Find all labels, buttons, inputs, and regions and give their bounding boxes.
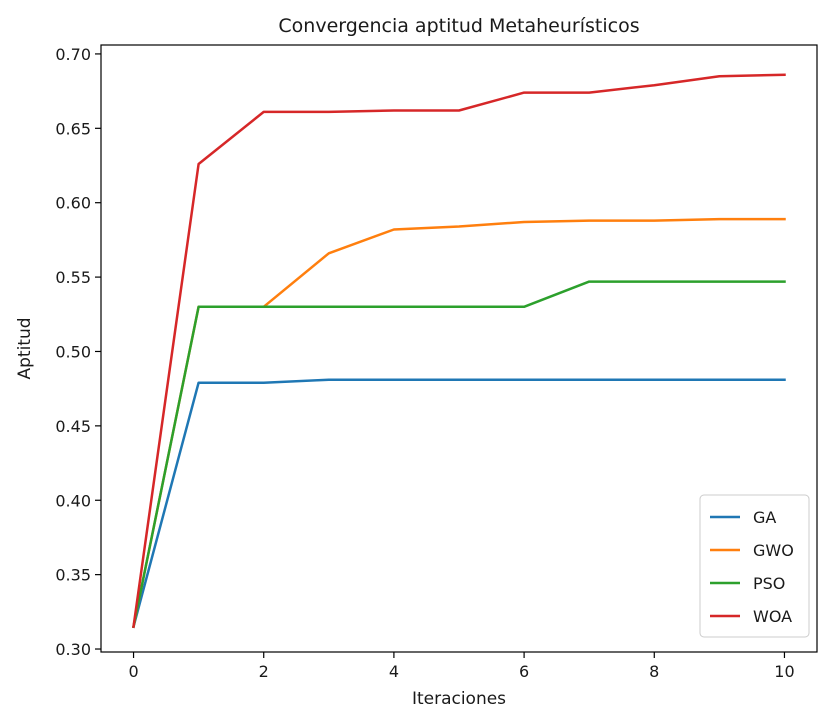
y-tick-label: 0.70: [55, 45, 91, 64]
x-axis-title: Iteraciones: [412, 689, 506, 709]
series-line-ga: [131, 378, 786, 629]
plot-frame: [100, 44, 818, 653]
y-tick-label: 0.35: [55, 566, 91, 585]
y-tick-label: 0.50: [55, 342, 91, 361]
y-axis-title: Aptitud: [15, 317, 35, 379]
x-tick-label: 4: [389, 662, 399, 681]
series-line-woa: [132, 73, 786, 629]
y-tick-label: 0.60: [55, 194, 91, 213]
y-tick-label: 0.30: [55, 640, 91, 659]
legend-label-pso: PSO: [753, 574, 785, 593]
legend: GA GWO PSO WOA: [699, 494, 810, 638]
legend-label-woa: WOA: [753, 607, 792, 626]
series-layer: [131, 73, 786, 629]
y-tick-label: 0.55: [55, 268, 91, 287]
x-tick-label: 8: [649, 662, 659, 681]
x-tick-label: 6: [519, 662, 529, 681]
x-tick-label: 2: [259, 662, 269, 681]
y-tick-label: 0.65: [55, 119, 91, 138]
legend-label-ga: GA: [753, 508, 776, 527]
legend-label-gwo: GWO: [753, 541, 794, 560]
y-tick-label: 0.40: [55, 491, 91, 510]
chart-title: Convergencia aptitud Metaheurísticos: [278, 15, 639, 37]
axes-layer: 0 2 4 6 8 10 0.30 0.35 0.40 0.45 0.50 0.55 0.60 0.65 0…: [55, 44, 818, 681]
legend-box: [699, 494, 810, 638]
y-tick-label: 0.45: [55, 417, 91, 436]
x-tick-label: 0: [128, 662, 138, 681]
x-tick-label: 10: [774, 662, 794, 681]
series-line-gwo: [132, 217, 786, 629]
series-line-pso: [132, 280, 786, 629]
